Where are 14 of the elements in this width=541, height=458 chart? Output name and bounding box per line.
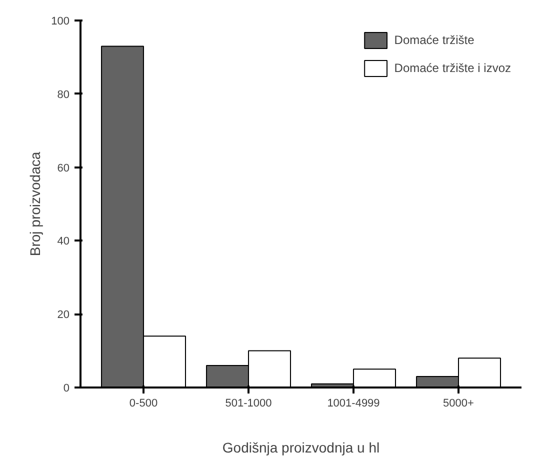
y-tick-label: 40	[57, 236, 70, 248]
y-tick-label: 20	[57, 309, 70, 322]
y-tick-label: 60	[57, 162, 70, 174]
y-axis-title: Broj proizvodaca	[27, 152, 44, 256]
y-tick-label: 0	[63, 382, 70, 394]
x-tick-label: 0-500	[129, 398, 158, 410]
x-tick-label: 501-1000	[225, 398, 272, 410]
y-tick-label: 100	[51, 16, 70, 28]
x-tick-label: 1001-4999	[327, 398, 380, 410]
x-axis-title: Godišnja proizvodnja u hl	[222, 440, 380, 456]
legend-label: Domaće tržište	[394, 33, 474, 47]
y-tick-label: 80	[57, 88, 70, 101]
legend-label: Domaće tržište i izvoz	[394, 61, 511, 75]
x-tick-label: 5000+	[443, 398, 474, 410]
